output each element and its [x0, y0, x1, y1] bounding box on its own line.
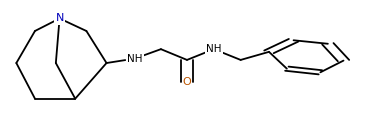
Text: N: N — [55, 13, 64, 24]
Text: O: O — [183, 77, 191, 87]
Text: NH: NH — [206, 44, 221, 54]
Text: NH: NH — [127, 54, 142, 64]
